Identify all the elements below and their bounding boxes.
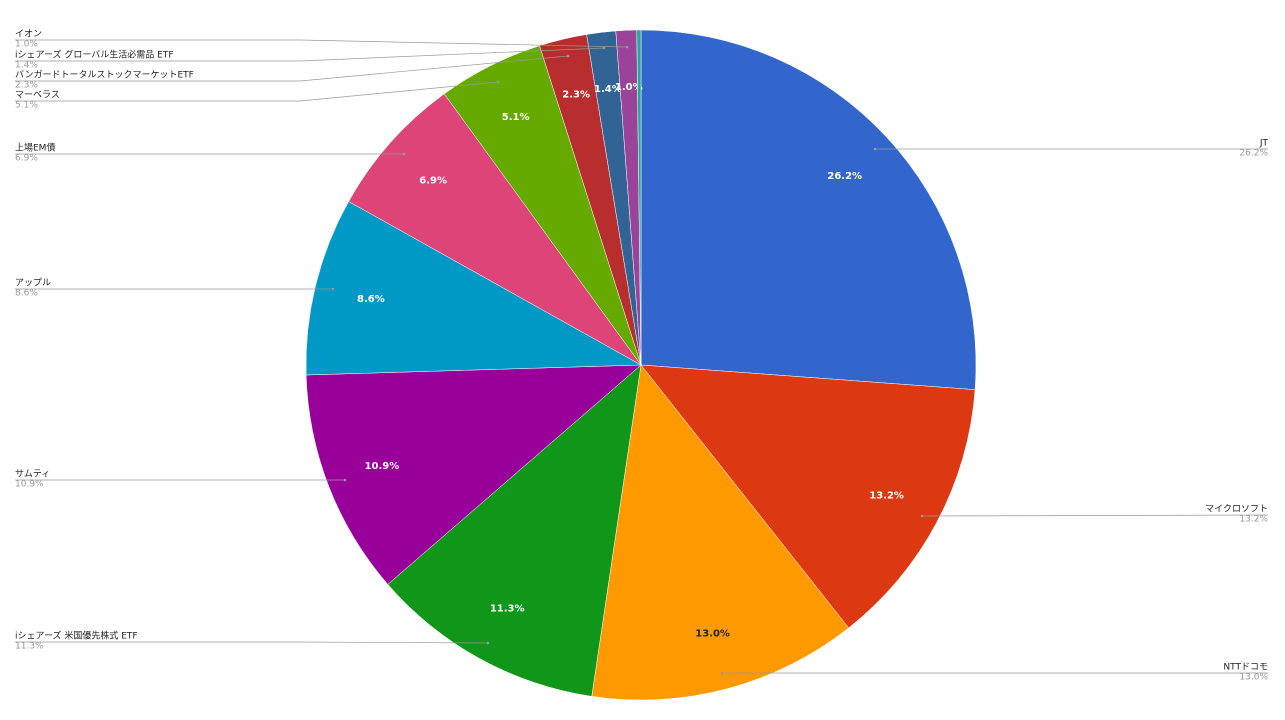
leader-dot [486,641,490,645]
slice-label: 13.0% [695,629,730,640]
leader-dot [602,46,606,50]
leader-dot [566,54,570,58]
slice-label: 1.0% [615,82,643,93]
legend-name: iシェアーズ グローバル生活必需品 ETF [15,49,174,61]
legend-percent: 13.2% [1239,515,1268,525]
slice-label: 10.9% [365,461,400,472]
pie-slice [387,364,642,697]
legend-name: NTTドコモ [1223,663,1268,673]
legend-name: 上場EM債 [15,142,55,154]
legend-percent: 26.2% [1239,149,1268,159]
leader-line [15,47,605,62]
pie-slice [640,364,976,629]
slice-label: 26.2% [827,171,862,182]
slice-label: 1.4% [594,84,622,95]
pie-slice [591,364,849,701]
legend-name: マーベラス [15,90,60,101]
legend-name: バンガードトータルストックマーケットETF [15,70,194,81]
leader-line [15,641,489,644]
legend-name: JT [1259,139,1269,149]
legend-name: アップル [15,278,51,289]
legend-percent: 1.0% [15,40,38,50]
slice-label: 2.3% [562,90,590,101]
legend-percent: 1.4% [15,61,38,71]
pie-slice [640,29,977,390]
pie-slice [636,29,642,366]
slice-label: 13.2% [869,490,904,501]
pie-slice [305,201,642,376]
legend-name: iシェアーズ 米国優先株式 ETF [15,630,138,642]
slice-label: 11.3% [490,604,525,615]
slice-label: 6.9% [419,175,447,186]
leader-line [15,39,628,48]
legend-percent: 6.9% [15,154,38,164]
slice-label: 5.1% [502,112,530,123]
slice-label: 8.6% [357,294,385,305]
legend-name: マイクロソフト [1205,504,1268,515]
leader-dot [402,152,406,156]
legend-percent: 5.1% [15,101,38,111]
leader-dot [496,80,500,84]
legend-name: イオン [15,29,42,40]
leader-dot [625,45,629,49]
leader-dot [331,287,335,291]
legend-percent: 11.3% [15,642,44,652]
leader-dot [873,147,877,151]
leader-line [15,55,569,82]
legend-percent: 2.3% [15,81,38,91]
leader-line [15,81,499,102]
leader-line [921,514,1269,517]
leader-dot [343,478,347,482]
leader-dot [720,671,724,675]
legend-percent: 8.6% [15,289,38,299]
legend-percent: 13.0% [1239,673,1268,683]
legend-name: サムティ [15,469,50,480]
pie-slice [305,364,642,585]
pie-slice [348,93,642,366]
leader-dot [920,514,924,518]
legend-percent: 10.9% [15,480,44,490]
